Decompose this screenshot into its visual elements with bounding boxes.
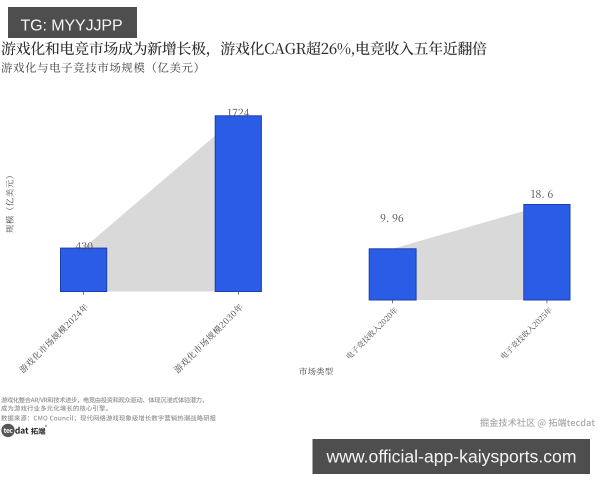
svg-text:www.official-app-kaiysports.co: www.official-app-kaiysports.com [326,447,577,467]
svg-text:TG: MYYJJPP: TG: MYYJJPP [21,17,123,34]
